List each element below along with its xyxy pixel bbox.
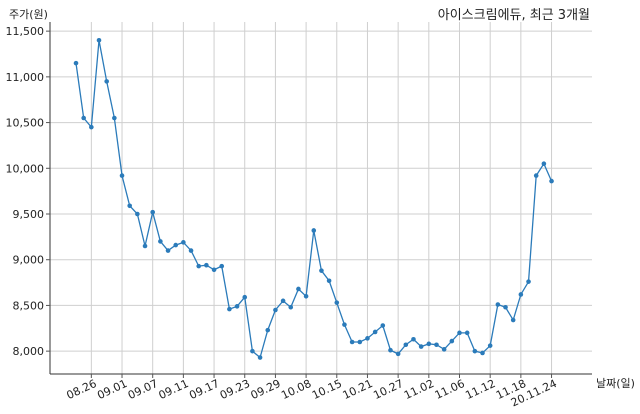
y-axis-title: 주가(원) bbox=[9, 8, 48, 21]
x-tick-label: 08.26 bbox=[65, 377, 99, 402]
y-tick-label: 11,000 bbox=[6, 71, 45, 84]
x-tick-label: 09.17 bbox=[187, 377, 221, 402]
data-point bbox=[518, 292, 524, 297]
data-point bbox=[319, 268, 324, 273]
data-point bbox=[211, 267, 217, 273]
data-point bbox=[280, 298, 286, 304]
data-point bbox=[173, 242, 179, 248]
data-point bbox=[380, 323, 386, 328]
data-point bbox=[334, 300, 340, 305]
data-point bbox=[426, 341, 432, 347]
data-point bbox=[480, 350, 485, 356]
data-point bbox=[441, 347, 447, 352]
grid-lines bbox=[50, 22, 592, 374]
data-point bbox=[81, 115, 86, 121]
data-point bbox=[395, 351, 401, 357]
data-point bbox=[372, 329, 378, 335]
data-point bbox=[457, 330, 462, 336]
data-point bbox=[288, 304, 294, 310]
data-point bbox=[196, 263, 202, 269]
data-point bbox=[526, 279, 531, 284]
data-point bbox=[119, 173, 125, 178]
data-point bbox=[533, 173, 539, 178]
x-tick-label: 10.08 bbox=[279, 377, 313, 402]
series-line bbox=[75, 40, 553, 359]
data-point bbox=[449, 338, 455, 344]
data-point bbox=[165, 248, 171, 253]
data-point bbox=[434, 342, 439, 348]
data-point bbox=[104, 79, 109, 84]
data-point bbox=[181, 240, 186, 245]
data-point bbox=[349, 339, 355, 345]
data-point bbox=[388, 347, 393, 353]
data-point bbox=[357, 339, 363, 345]
data-point bbox=[273, 307, 278, 313]
data-point bbox=[158, 239, 163, 244]
data-point bbox=[112, 115, 117, 121]
y-tick-label: 10,000 bbox=[6, 162, 45, 175]
data-point bbox=[250, 348, 255, 354]
data-point bbox=[487, 343, 493, 348]
data-point bbox=[188, 248, 194, 253]
data-point bbox=[541, 161, 547, 167]
x-tick-label: 10.21 bbox=[341, 377, 375, 402]
data-point bbox=[204, 262, 209, 268]
x-tick-label: 09.23 bbox=[218, 377, 252, 402]
x-axis-ticks: 08.2609.0109.0709.1109.1709.2309.2910.08… bbox=[65, 374, 559, 409]
data-point bbox=[242, 294, 248, 300]
x-tick-label: 09.07 bbox=[126, 377, 160, 402]
x-tick-label: 11.06 bbox=[433, 377, 467, 402]
y-axis-ticks: 8,000 8,500 9,000 9,500 10,000 10,500 11,000 11… bbox=[6, 25, 50, 358]
x-tick-label: 09.01 bbox=[95, 377, 129, 402]
data-point bbox=[510, 317, 516, 323]
data-point bbox=[303, 293, 309, 299]
data-point bbox=[219, 263, 225, 269]
x-tick-label: 11.02 bbox=[402, 377, 436, 402]
data-point bbox=[365, 336, 370, 341]
data-point bbox=[495, 302, 501, 307]
y-tick-label: 9,000 bbox=[13, 254, 45, 267]
data-point bbox=[150, 209, 155, 215]
axes bbox=[49, 22, 592, 375]
x-tick-label: 11.12 bbox=[463, 377, 497, 402]
data-point bbox=[464, 330, 470, 336]
x-tick-label: 09.29 bbox=[249, 377, 283, 402]
data-point bbox=[403, 342, 409, 348]
data-point bbox=[411, 336, 416, 342]
x-tick-label: 10.27 bbox=[371, 377, 405, 402]
data-point bbox=[89, 124, 94, 130]
data-point bbox=[342, 322, 347, 327]
data-point bbox=[127, 203, 132, 209]
data-point bbox=[135, 211, 140, 217]
data-point bbox=[418, 344, 424, 349]
data-point bbox=[257, 355, 263, 360]
data-point bbox=[142, 243, 148, 249]
y-tick-label: 9,500 bbox=[13, 208, 45, 221]
data-series bbox=[73, 37, 554, 360]
data-point bbox=[549, 178, 554, 184]
x-tick-label: 10.15 bbox=[310, 377, 344, 402]
data-point bbox=[96, 37, 102, 43]
x-axis-title: 날짜(일) bbox=[596, 376, 635, 390]
y-tick-label: 8,000 bbox=[13, 345, 45, 358]
data-point bbox=[503, 304, 508, 310]
y-tick-label: 11,500 bbox=[6, 25, 45, 38]
data-point bbox=[472, 348, 478, 354]
y-tick-label: 10,500 bbox=[6, 117, 45, 130]
data-point bbox=[296, 286, 301, 292]
x-tick-label: 09.11 bbox=[157, 377, 191, 402]
data-point bbox=[227, 306, 232, 312]
y-tick-label: 8,500 bbox=[13, 299, 45, 312]
data-point bbox=[234, 304, 240, 309]
data-point bbox=[73, 60, 79, 66]
data-point bbox=[265, 327, 271, 333]
data-point bbox=[311, 228, 317, 233]
data-point bbox=[326, 278, 332, 284]
chart-title: 아이스크림에듀, 최근 3개월 bbox=[438, 8, 590, 23]
